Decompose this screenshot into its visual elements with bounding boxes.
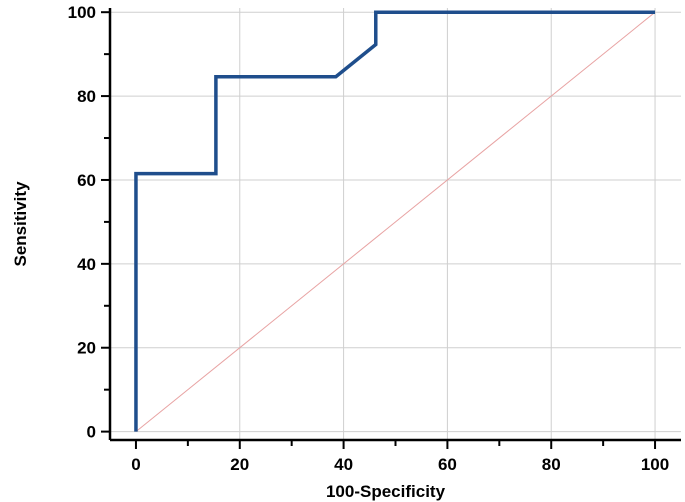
x-tick-label-0: 0 [131,455,140,474]
y-tick-label-0: 0 [87,423,96,442]
reference-diagonal-line [135,11,656,433]
x-tick-label-80: 80 [542,455,561,474]
roc-curve-line [134,10,656,432]
y-tick-label-40: 40 [77,255,96,274]
x-tick-label-40: 40 [334,455,353,474]
y-tick-label-20: 20 [77,339,96,358]
y-tick-label-60: 60 [77,171,96,190]
tick-labels: 0 20 40 60 80 100 0 20 40 60 80 100 [68,3,670,474]
y-tick-label-80: 80 [77,87,96,106]
x-axis-title: 100-Specificity [326,482,446,501]
minor-ticks [101,11,657,449]
grid [110,8,681,440]
y-tick-label-100: 100 [68,3,96,22]
x-tick-label-60: 60 [438,455,457,474]
x-tick-label-100: 100 [641,455,669,474]
y-axis-title: Sensitivity [11,181,30,267]
series-layer [134,10,656,433]
x-tick-label-20: 20 [230,455,249,474]
